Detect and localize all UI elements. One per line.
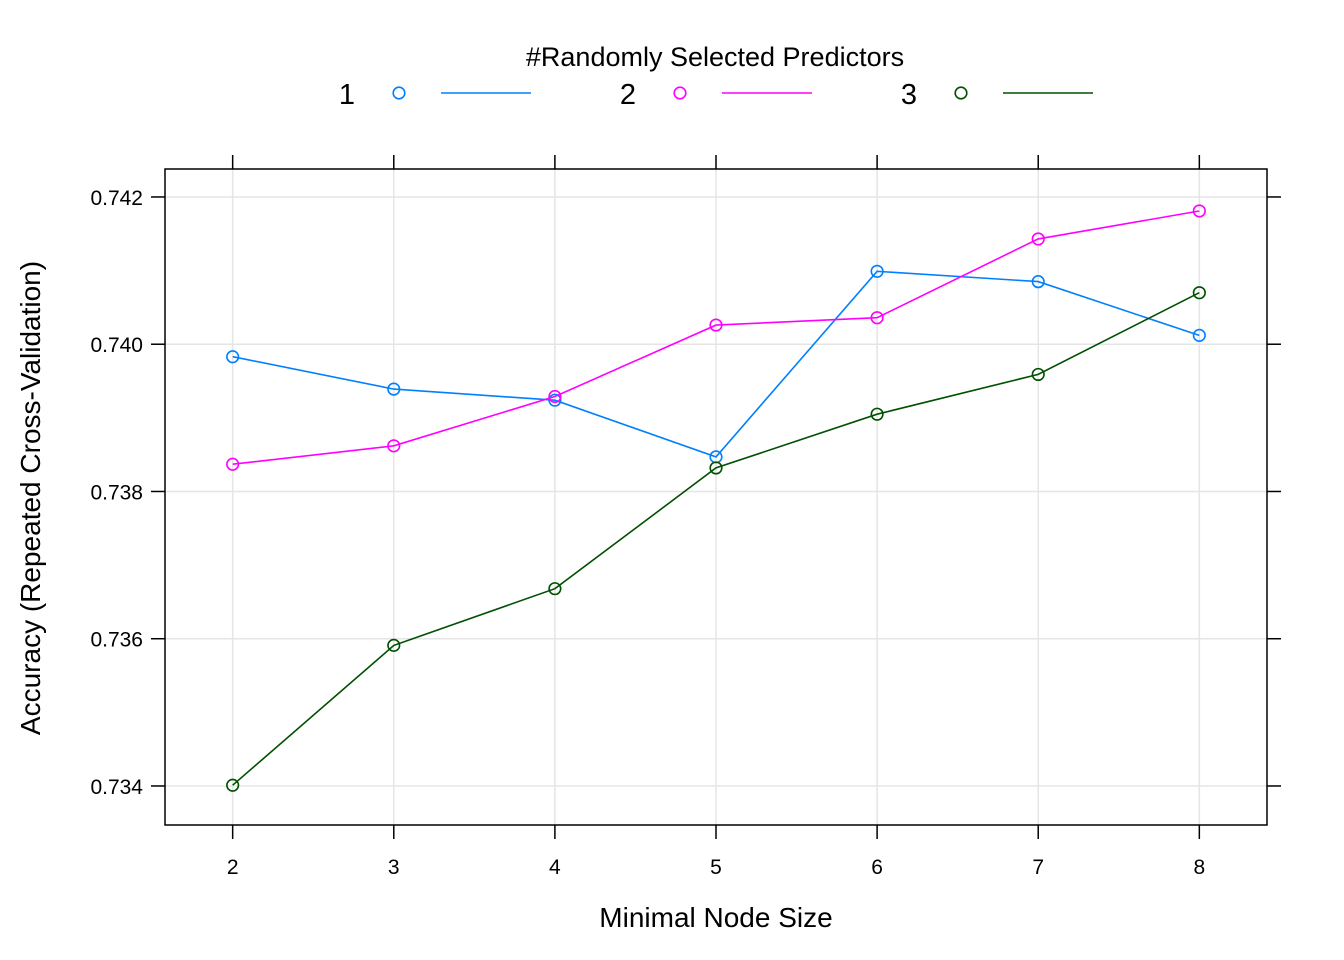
data-point (387, 638, 401, 652)
axis-ticks: 2 3 4 5 6 7 8 0.734 0.736 0.738 0.740 0.742 (90, 155, 1281, 879)
x-tick-label: 5 (710, 856, 722, 879)
data-point (548, 389, 562, 404)
series-2 (226, 204, 1206, 471)
data-point (387, 439, 401, 453)
x-tick-label: 4 (549, 856, 561, 879)
data-point (1192, 204, 1206, 218)
x-axis-title: Minimal Node Size (599, 902, 832, 933)
data-point (870, 311, 884, 325)
data-point (709, 461, 723, 475)
data-point (387, 382, 401, 396)
data-point (870, 264, 884, 278)
legend-item-2: 2 (620, 79, 812, 111)
series-layer (226, 204, 1206, 792)
series-line (232, 291, 1200, 786)
legend: #Randomly Selected Predictors 1 2 3 (339, 42, 1093, 111)
y-tick-label: 0.738 (90, 481, 143, 504)
legend-items: 1 2 3 (339, 79, 1093, 111)
legend-label: 1 (339, 79, 355, 111)
data-point (548, 393, 562, 407)
legend-marker (392, 86, 406, 100)
data-point (1031, 275, 1045, 289)
data-point (226, 778, 240, 792)
x-tick-label: 6 (871, 856, 883, 879)
series-1 (226, 264, 1206, 464)
data-point (226, 350, 240, 364)
legend-marker (954, 86, 968, 100)
legend-item-3: 3 (901, 79, 1093, 111)
y-tick-label: 0.740 (90, 334, 143, 357)
y-tick-label: 0.736 (90, 629, 143, 652)
x-tick-label: 3 (388, 856, 400, 879)
data-point (1192, 286, 1206, 300)
data-point (1192, 328, 1206, 342)
series-line (232, 210, 1200, 465)
data-point (548, 582, 562, 596)
legend-label: 3 (901, 79, 917, 111)
y-tick-label: 0.742 (90, 187, 143, 210)
y-tick-label: 0.734 (90, 776, 143, 799)
data-point (870, 407, 884, 421)
x-tick-label: 7 (1032, 856, 1044, 879)
legend-item-1: 1 (339, 79, 531, 111)
legend-title: #Randomly Selected Predictors (526, 42, 904, 72)
series-line (232, 270, 1200, 458)
series-3 (226, 286, 1206, 792)
y-axis-title: Accuracy (Repeated Cross-Validation) (15, 261, 46, 735)
data-point (709, 318, 723, 332)
data-point (1031, 367, 1045, 382)
legend-marker (673, 86, 687, 100)
x-tick-label: 8 (1193, 856, 1205, 879)
gridlines (165, 169, 1267, 825)
data-point (226, 457, 240, 471)
data-point (1031, 232, 1045, 246)
x-tick-label: 2 (227, 856, 239, 879)
legend-label: 2 (620, 79, 636, 111)
